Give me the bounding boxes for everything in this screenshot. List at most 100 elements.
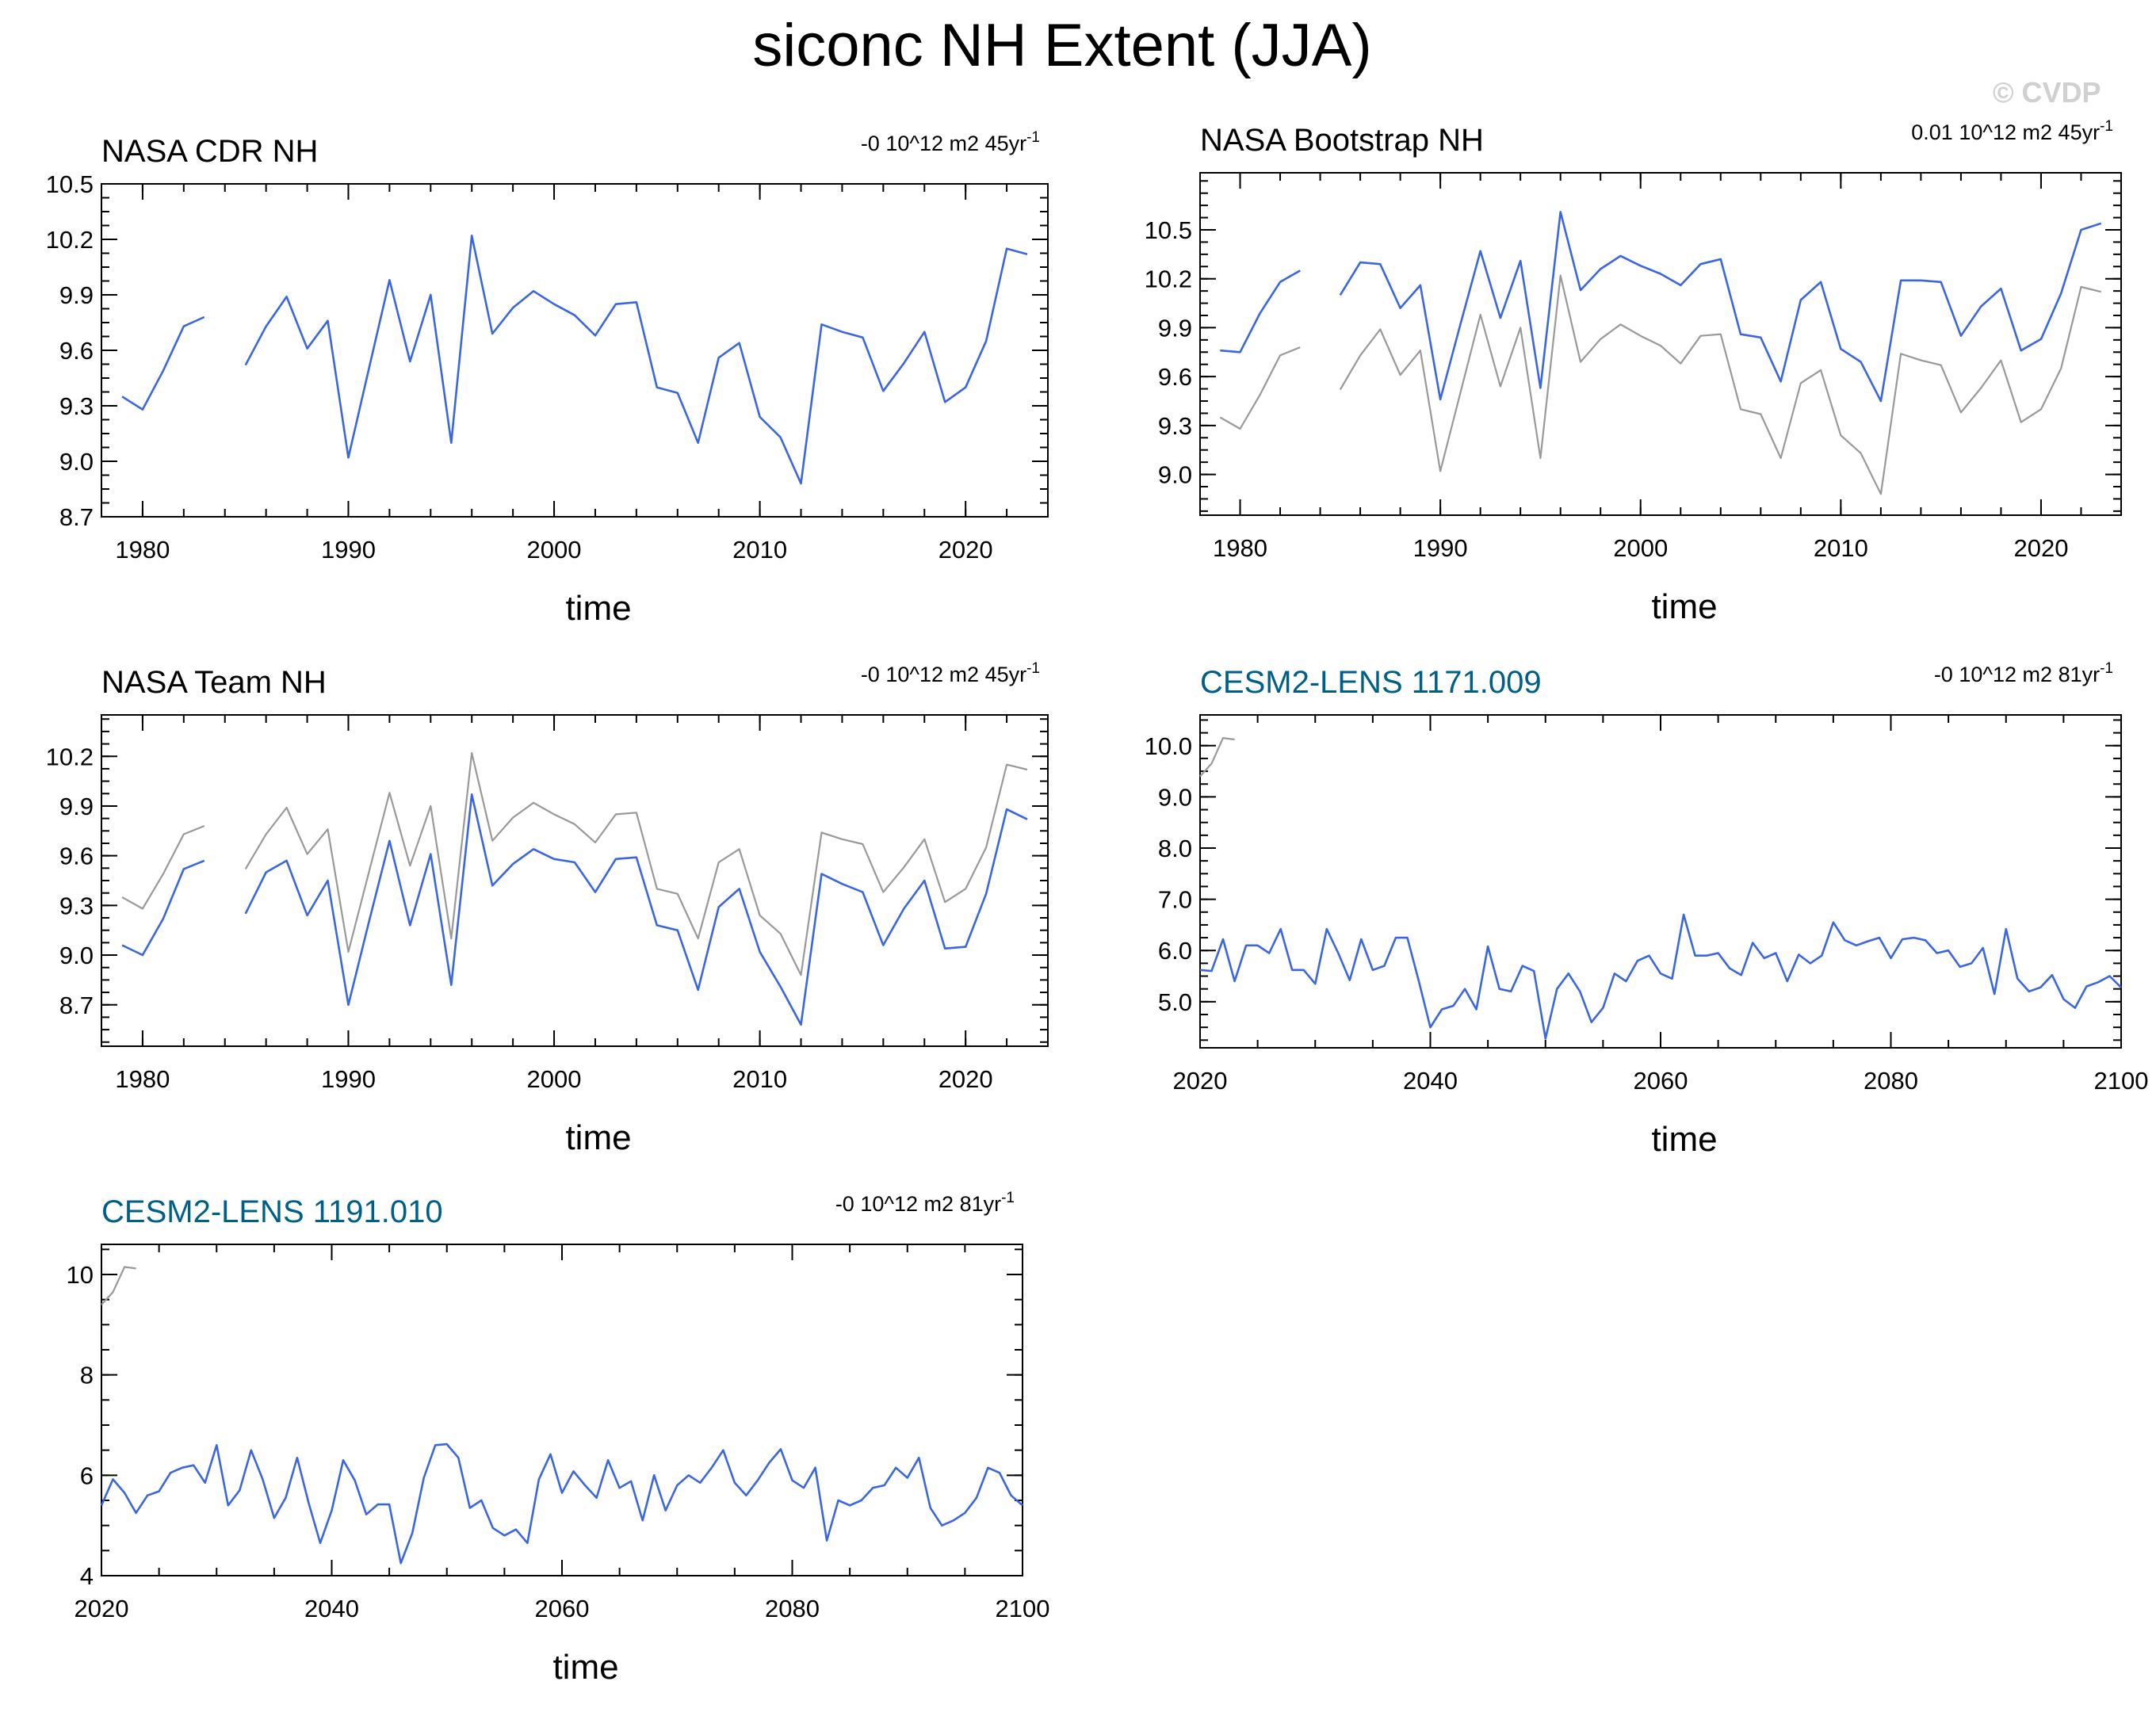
panel-2-x-tick-label: 1990 [1413, 534, 1468, 562]
panel-1-y-tick-label: 9.3 [59, 392, 94, 420]
charts-layer: NASA CDR NH -0 10^12 m2 45yr-11980 1990 200… [0, 0, 2156, 1712]
panel-2-x-tick-label: 2000 [1613, 534, 1668, 562]
panel-2: NASA Bootstrap NH 0.01 10^12 m2 45yr-1 198… [1145, 118, 2121, 626]
panel-3-y-tick-label: 10.2 [46, 743, 94, 770]
panel-4-series-reference-line [1200, 738, 1235, 776]
panel-4-trend-label: -0 10^12 m2 81yr-1 [1934, 660, 2113, 686]
panel-3-y-tick-label: 8.7 [59, 992, 94, 1019]
panel-2-x-tick-label: 1980 [1213, 534, 1267, 562]
panel-3-x-tick-label: 1980 [115, 1065, 170, 1093]
panel-5-x-tick-label: 2040 [304, 1595, 359, 1622]
panel-2-y-tick-label: 9.9 [1158, 314, 1192, 342]
panel-4-x-tick-label: 2060 [1634, 1067, 1688, 1095]
panel-3-trend-text: -0 10^12 m2 45yr [861, 663, 1026, 686]
panel-5-trend-text: -0 10^12 m2 81yr [835, 1192, 1001, 1216]
panel-4-trend-text: -0 10^12 m2 81yr [1934, 663, 2100, 686]
panel-4-x-tick-label: 2020 [1173, 1067, 1228, 1095]
panel-3-x-tick-label: 2010 [732, 1065, 787, 1093]
panel-5-title: CESM2-LENS 1191.010 [101, 1194, 443, 1229]
panel-3: NASA Team NH -0 10^12 m2 45yr-1 1980 1990 20… [46, 660, 1048, 1157]
panel-1-x-tick-label: 1990 [321, 536, 376, 564]
panel-1-plot-frame [101, 184, 1048, 517]
panel-3-y-tick-label: 9.3 [59, 892, 94, 919]
panel-2-series-reference-line [1340, 276, 2101, 495]
panel-5-x-axis-title: time [552, 1648, 618, 1687]
panel-3-y-tick-label: 9.6 [59, 843, 94, 870]
panel-5-y-tick-label: 6 [80, 1462, 94, 1489]
panel-3-series-reference-line [246, 753, 1027, 975]
panel-2-y-tick-label: 10.5 [1145, 216, 1192, 244]
panel-3-x-tick-label: 1990 [321, 1065, 376, 1093]
panel-1-x-tick-label: 2010 [732, 536, 787, 564]
panel-1-trend-exponent: -1 [1026, 129, 1040, 146]
panel-4: CESM2-LENS 1171.009 -0 10^12 m2 81yr-1 202… [1145, 660, 2149, 1159]
panel-1: NASA CDR NH -0 10^12 m2 45yr-1 1980 1990 200… [46, 129, 1048, 628]
panel-1-y-tick-label: 9.9 [59, 281, 94, 309]
panel-2-y-tick-label: 10.2 [1145, 266, 1192, 293]
panel-4-trend-exponent: -1 [2100, 660, 2113, 677]
panel-2-y-tick-label: 9.6 [1158, 363, 1192, 391]
panel-2-series-main-line [1220, 270, 1300, 352]
panel-5-plot-frame [101, 1244, 1023, 1576]
panel-1-y-tick-label: 9.0 [59, 448, 94, 476]
panel-5-series-main-line [101, 1444, 1023, 1563]
panel-2-trend-label: 0.01 10^12 m2 45yr-1 [1911, 118, 2113, 144]
panel-2-x-tick-label: 2020 [2013, 534, 2068, 562]
panel-4-series-main-line [1200, 915, 2121, 1038]
panel-1-series-main-line [246, 235, 1027, 483]
panel-1-series-main-line [122, 317, 205, 410]
panel-1-title: NASA CDR NH [101, 134, 318, 169]
panel-4-y-tick-label: 6.0 [1158, 937, 1192, 965]
panel-5-y-tick-label: 10 [67, 1261, 94, 1289]
panel-4-x-tick-label: 2100 [2094, 1067, 2149, 1095]
panel-1-x-tick-label: 2000 [527, 536, 582, 564]
panel-5-y-tick-label: 4 [80, 1562, 94, 1590]
panel-2-trend-exponent: -1 [2100, 118, 2113, 135]
panel-4-title: CESM2-LENS 1171.009 [1200, 665, 1542, 700]
panel-3-title: NASA Team NH [101, 665, 327, 700]
panel-4-x-tick-label: 2080 [1864, 1067, 1918, 1095]
panel-1-y-tick-label: 9.6 [59, 337, 94, 365]
panel-4-y-tick-label: 10.0 [1145, 732, 1192, 760]
panel-1-trend-label: -0 10^12 m2 45yr-1 [861, 129, 1040, 155]
panel-5-x-tick-label: 2020 [75, 1595, 129, 1622]
panel-5-series-reference-line [101, 1267, 136, 1305]
panel-4-y-tick-label: 5.0 [1158, 988, 1192, 1016]
panel-1-x-axis-title: time [565, 589, 631, 628]
panel-2-y-tick-label: 9.0 [1158, 461, 1192, 489]
panel-4-x-tick-label: 2040 [1403, 1067, 1458, 1095]
panel-3-plot-frame [101, 715, 1048, 1046]
panel-3-series-main-line [246, 794, 1027, 1025]
panel-2-x-axis-title: time [1651, 587, 1717, 626]
panel-5-y-tick-label: 8 [80, 1362, 94, 1389]
panel-2-series-reference-line [1220, 347, 1300, 429]
panel-3-x-tick-label: 2020 [938, 1065, 993, 1093]
panel-4-y-tick-label: 8.0 [1158, 835, 1192, 862]
panel-3-y-tick-label: 9.9 [59, 793, 94, 820]
panel-5: CESM2-LENS 1191.010 -0 10^12 m2 81yr-1 202… [67, 1190, 1050, 1687]
panel-5-trend-exponent: -1 [1001, 1190, 1015, 1206]
panel-1-x-tick-label: 2020 [938, 536, 993, 564]
panel-3-trend-label: -0 10^12 m2 45yr-1 [861, 660, 1040, 686]
panel-5-trend-label: -0 10^12 m2 81yr-1 [835, 1190, 1015, 1216]
panel-2-series-main-line [1340, 212, 2101, 401]
panel-4-x-axis-title: time [1651, 1120, 1717, 1159]
panel-2-x-tick-label: 2010 [1814, 534, 1868, 562]
panel-5-x-tick-label: 2080 [765, 1595, 820, 1622]
panel-1-trend-text: -0 10^12 m2 45yr [861, 132, 1026, 155]
panel-4-plot-frame [1200, 715, 2121, 1048]
panel-1-x-tick-label: 1980 [115, 536, 170, 564]
panel-1-y-tick-label: 8.7 [59, 503, 94, 531]
panel-3-x-tick-label: 2000 [527, 1065, 582, 1093]
panel-4-y-tick-label: 7.0 [1158, 886, 1192, 914]
panel-1-y-tick-label: 10.2 [46, 226, 94, 254]
panel-3-x-axis-title: time [565, 1118, 631, 1157]
panel-2-y-tick-label: 9.3 [1158, 412, 1192, 440]
panel-3-y-tick-label: 9.0 [59, 942, 94, 969]
panel-1-y-tick-label: 10.5 [46, 170, 94, 198]
panel-3-trend-exponent: -1 [1026, 660, 1040, 677]
panel-2-trend-text: 0.01 10^12 m2 45yr [1911, 120, 2100, 144]
panel-2-plot-frame [1200, 173, 2121, 515]
panel-5-x-tick-label: 2100 [996, 1595, 1050, 1622]
panel-5-x-tick-label: 2060 [535, 1595, 590, 1622]
